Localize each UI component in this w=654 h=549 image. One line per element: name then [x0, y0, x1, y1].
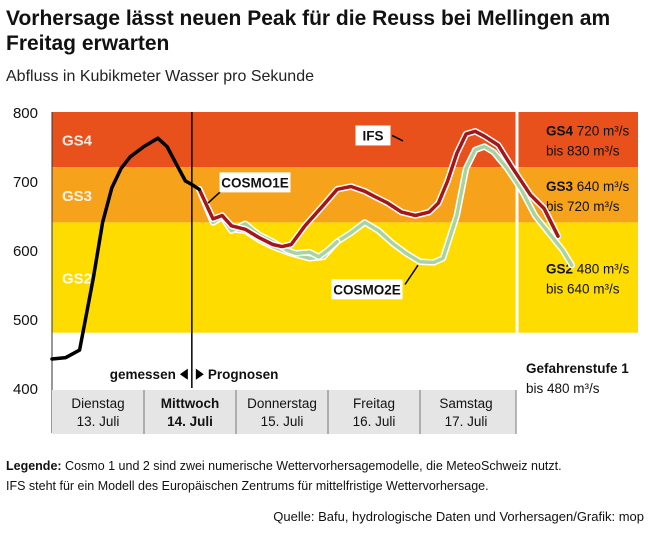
x-tick-weekday-4: Samstag [439, 396, 492, 411]
series-label-cosmo2e-box [331, 279, 403, 300]
x-tick-weekday-2: Donnerstag [247, 396, 317, 411]
band-gs3 [52, 167, 638, 223]
y-tick-label-700: 700 [13, 174, 38, 191]
panel-range-gs1: bis 480 m³/s [526, 381, 600, 396]
arrow-right-icon [195, 368, 204, 380]
chart-subtitle: Abfluss in Kubikmeter Wasser pro Sekunde [6, 68, 314, 85]
y-tick-label-600: 600 [13, 243, 38, 260]
panel-label-gs1: Gefahrenstufe 1 [526, 361, 629, 376]
panel-range-from-gs4: 720 m³/s [577, 124, 630, 139]
panel-range-from-gs2: 480 m³/s [577, 262, 630, 277]
band-label-gs2: GS2 [62, 271, 92, 288]
x-axis-band [52, 390, 516, 434]
series-label-cosmo1e: COSMO1E [221, 175, 289, 190]
panel-code-gs3: GS3 [546, 179, 577, 194]
legend-line-1: Cosmo 1 und 2 sind zwei numerische Wette… [65, 459, 562, 473]
x-tick-weekday-0: Dienstag [71, 396, 124, 411]
band-gs4 [52, 112, 638, 168]
band-label-gs3: GS3 [62, 188, 92, 205]
series-label-ifs-box [355, 125, 391, 146]
x-tick-date-1: 14. Juli [167, 414, 213, 429]
annotation-forecast: Prognosen [208, 367, 279, 382]
band-label-gs4: GS4 [62, 133, 93, 150]
legend-heading: Legende: [6, 459, 62, 473]
band-gs1 [52, 332, 638, 388]
chart-svg: GS4 GS3 GS2 GS4 720 m³/s bis 830 m³/s GS3 640… [13, 105, 638, 434]
y-tick-label-500: 500 [13, 312, 38, 329]
y-tick-label-800: 800 [13, 105, 38, 122]
swatch-gs2 [523, 255, 539, 301]
series-label-cosmo1e-box [219, 172, 291, 193]
x-tick-date-4: 17. Juli [445, 414, 488, 429]
panel-label-gs3: GS3 640 m³/s [546, 179, 630, 194]
panel-label-gs4: GS4 720 m³/s [546, 124, 630, 139]
x-tick-weekday-3: Freitag [353, 396, 395, 411]
series-label-cosmo2e-leader [404, 264, 419, 285]
series-label-cosmo2e: COSMO2E [333, 282, 401, 297]
series-label-ifs-leader [391, 134, 404, 142]
x-tick-weekday-1: Mittwoch [161, 396, 220, 411]
series-label-ifs: IFS [362, 128, 383, 143]
swatch-gs4 [524, 117, 538, 162]
y-tick-label-400: 400 [13, 381, 38, 398]
chart-title: Vorhersage lässt neuen Peak für die Reus… [6, 7, 611, 55]
panel-range-to-gs4: bis 830 m³/s [546, 144, 620, 159]
series-line-ifs [197, 129, 560, 249]
annotation-measured: gemessen [110, 367, 176, 382]
series-line-gemessen [50, 136, 201, 361]
x-tick-date-3: 16. Juli [353, 414, 396, 429]
panel-range-to-gs2: bis 640 m³/s [546, 282, 620, 297]
panel-label-gs2: GS2 480 m³/s [546, 262, 630, 277]
legend-text: Legende: Cosmo 1 und 2 sind zwei numeris… [6, 456, 646, 496]
band-gs2 [52, 222, 638, 333]
arrow-left-icon [179, 368, 188, 380]
x-tick-date-2: 15. Juli [261, 414, 304, 429]
legend-line-2: IFS steht für ein Modell des Europäische… [6, 479, 489, 493]
source-note: Quelle: Bafu, hydrologische Daten und Vo… [273, 509, 644, 524]
panel-range-from-gs3: 640 m³/s [577, 179, 630, 194]
x-tick-date-0: 13. Juli [77, 414, 120, 429]
panel-code-gs4: GS4 [546, 124, 577, 139]
panel-range-to-gs3: bis 720 m³/s [546, 199, 620, 214]
